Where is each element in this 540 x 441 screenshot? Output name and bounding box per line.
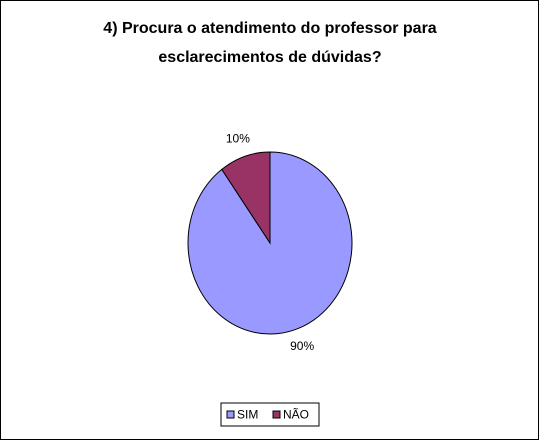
pie-slice [221,151,271,245]
legend-label: SIM [237,408,258,422]
legend-swatch [226,410,235,419]
legend-label: NÃO [283,408,309,422]
legend-box [220,402,320,427]
data-label: 10% [226,132,250,146]
chart-title: 4) Procura o atendimento do professor pa… [103,20,437,37]
legend-swatch [272,410,281,419]
chart-title: esclarecimentos de dúvidas? [158,49,381,66]
data-label: 90% [290,339,314,353]
